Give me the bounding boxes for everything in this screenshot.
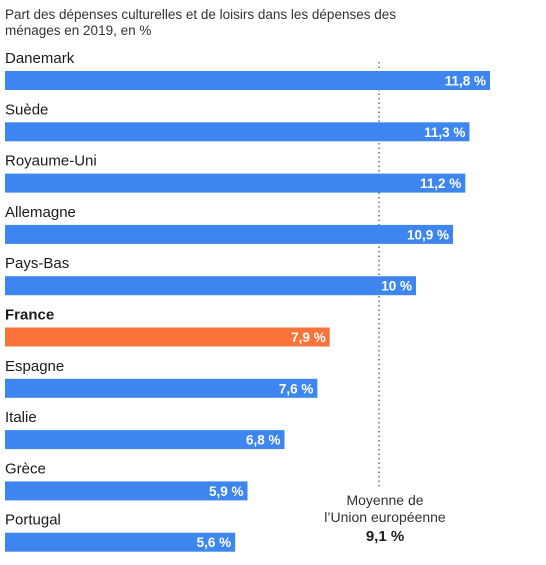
category-label: Grèce — [5, 460, 46, 477]
eu-average-annotation: Moyenne de l’Union européenne 9,1 % — [300, 492, 470, 545]
bar — [5, 430, 285, 450]
bar-value-label: 11,8 % — [445, 74, 486, 89]
bar-value-label: 7,9 % — [291, 330, 326, 345]
category-label: Espagne — [5, 358, 64, 375]
bar — [5, 481, 248, 501]
bar — [5, 71, 490, 90]
eu-average-label-line1: Moyenne de — [346, 492, 424, 508]
bar-value-label: 10,9 % — [407, 227, 449, 242]
category-label: Pays-Bas — [5, 255, 69, 272]
bar-value-label: 6,8 % — [246, 433, 281, 448]
category-label: Portugal — [5, 512, 61, 529]
bar — [5, 224, 454, 244]
chart-title: Part des dépenses culturelles et de lois… — [5, 7, 396, 38]
bar-value-label: 10 % — [381, 279, 412, 294]
bar-value-label: 7,6 % — [279, 381, 314, 396]
bar — [5, 532, 236, 552]
category-label: Suède — [5, 101, 48, 118]
bar-value-label: 11,2 % — [420, 176, 461, 191]
eu-average-label-line2: l’Union européenne — [324, 509, 446, 525]
category-label: Danemark — [5, 50, 75, 67]
category-label: Royaume-Uni — [5, 153, 97, 170]
bar — [5, 122, 470, 142]
bar-value-label: 5,9 % — [209, 484, 244, 499]
eu-average-value: 9,1 % — [365, 528, 405, 545]
bar-value-label: 11,3 % — [424, 125, 465, 140]
category-label: France — [5, 307, 54, 324]
category-label: Allemagne — [5, 204, 76, 221]
bar-highlight — [5, 327, 330, 347]
bar — [5, 276, 417, 296]
category-label: Italie — [5, 409, 37, 426]
bar — [5, 173, 466, 193]
bar-value-label: 5,6 % — [197, 535, 232, 550]
bar — [5, 378, 318, 398]
